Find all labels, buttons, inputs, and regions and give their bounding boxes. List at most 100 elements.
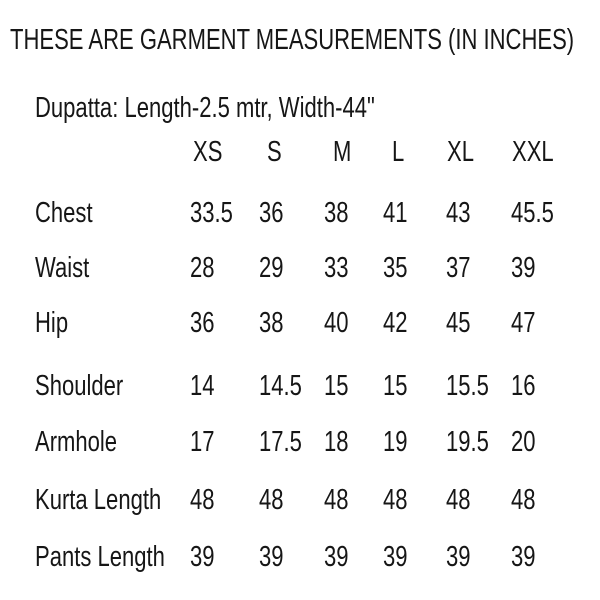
cell-value: 33.5: [190, 199, 246, 228]
row-label-text: Chest: [35, 197, 93, 229]
cell-value-text: 42: [383, 307, 408, 339]
size-col-header-xs-text: XS: [193, 136, 223, 168]
cell-value-text: 14: [190, 370, 215, 402]
cell-value-text: 39: [446, 541, 471, 573]
cell-value: 42: [383, 309, 415, 338]
cell-value: 19.5: [446, 428, 502, 457]
cell-value-text: 36: [259, 197, 284, 229]
cell-value: 15: [383, 372, 415, 401]
cell-value: 40: [324, 309, 356, 338]
cell-value-text: 41: [383, 197, 408, 229]
cell-value-text: 15: [383, 370, 408, 402]
size-col-header-xxl-text: XXL: [512, 136, 554, 168]
cell-value: 39: [446, 543, 478, 572]
cell-value: 15.5: [446, 372, 502, 401]
cell-value: 39: [511, 254, 543, 283]
cell-value-text: 39: [190, 541, 215, 573]
size-col-header-xxl: XXL: [512, 138, 567, 167]
cell-value-text: 48: [446, 484, 471, 516]
row-label: Shoulder: [35, 372, 151, 401]
cell-value-text: 40: [324, 307, 349, 339]
size-col-header-l-text: L: [392, 136, 405, 168]
size-col-header-m-text: M: [333, 136, 352, 168]
cell-value: 20: [511, 428, 543, 457]
cell-value: 39: [259, 543, 291, 572]
size-col-header-xl-text: XL: [447, 136, 474, 168]
cell-value-text: 39: [383, 541, 408, 573]
cell-value-text: 19.5: [446, 426, 489, 458]
cell-value-text: 29: [259, 252, 284, 284]
row-label: Waist: [35, 254, 106, 283]
cell-value-text: 15: [324, 370, 349, 402]
cell-value-text: 28: [190, 252, 215, 284]
cell-value: 39: [190, 543, 222, 572]
cell-value: 38: [324, 199, 356, 228]
dupatta-note: Dupatta: Length-2.5 mtr, Width-44": [35, 94, 482, 123]
cell-value-text: 45.5: [511, 197, 554, 229]
cell-value: 19: [383, 428, 415, 457]
cell-value: 48: [324, 486, 356, 515]
cell-value: 17: [190, 428, 222, 457]
row-label: Kurta Length: [35, 486, 201, 515]
size-col-header-l: L: [392, 138, 408, 167]
cell-value: 39: [383, 543, 415, 572]
cell-value-text: 48: [511, 484, 536, 516]
dupatta-note-text: Dupatta: Length-2.5 mtr, Width-44": [35, 92, 375, 124]
cell-value: 28: [190, 254, 222, 283]
cell-value-text: 16: [511, 370, 536, 402]
cell-value: 45: [446, 309, 478, 338]
size-col-header-m: M: [333, 138, 357, 167]
cell-value-text: 45: [446, 307, 471, 339]
cell-value: 41: [383, 199, 415, 228]
cell-value-text: 38: [259, 307, 284, 339]
cell-value-text: 48: [259, 484, 284, 516]
cell-value: 45.5: [511, 199, 567, 228]
cell-value: 48: [190, 486, 222, 515]
cell-value: 29: [259, 254, 291, 283]
cell-value-text: 14.5: [259, 370, 302, 402]
cell-value-text: 43: [446, 197, 471, 229]
cell-value: 17.5: [259, 428, 315, 457]
cell-value-text: 38: [324, 197, 349, 229]
cell-value-text: 33.5: [190, 197, 233, 229]
cell-value: 39: [324, 543, 356, 572]
size-col-header-s: S: [267, 138, 286, 167]
cell-value-text: 35: [383, 252, 408, 284]
cell-value-text: 48: [324, 484, 349, 516]
row-label: Armhole: [35, 428, 143, 457]
cell-value: 18: [324, 428, 356, 457]
cell-value-text: 17.5: [259, 426, 302, 458]
page-title: THESE ARE GARMENT MEASUREMENTS (IN INCHE…: [10, 26, 600, 55]
cell-value: 14: [190, 372, 222, 401]
cell-value-text: 20: [511, 426, 536, 458]
cell-value-text: 39: [511, 541, 536, 573]
cell-value: 15: [324, 372, 356, 401]
cell-value: 33: [324, 254, 356, 283]
cell-value: 36: [190, 309, 222, 338]
cell-value: 43: [446, 199, 478, 228]
cell-value-text: 48: [383, 484, 408, 516]
size-col-header-xs: XS: [193, 138, 232, 167]
cell-value-text: 39: [511, 252, 536, 284]
cell-value-text: 18: [324, 426, 349, 458]
row-label-text: Hip: [35, 307, 69, 339]
cell-value-text: 15.5: [446, 370, 489, 402]
cell-value: 35: [383, 254, 415, 283]
cell-value: 36: [259, 199, 291, 228]
cell-value: 38: [259, 309, 291, 338]
row-label: Pants Length: [35, 543, 206, 572]
cell-value-text: 39: [259, 541, 284, 573]
cell-value: 47: [511, 309, 543, 338]
page-title-text: THESE ARE GARMENT MEASUREMENTS (IN INCHE…: [10, 24, 575, 56]
cell-value: 48: [259, 486, 291, 515]
cell-value: 39: [511, 543, 543, 572]
row-label-text: Pants Length: [35, 541, 165, 573]
size-col-header-xl: XL: [447, 138, 482, 167]
cell-value-text: 48: [190, 484, 215, 516]
row-label-text: Waist: [35, 252, 90, 284]
row-label-text: Armhole: [35, 426, 118, 458]
size-col-header-s-text: S: [267, 136, 282, 168]
cell-value-text: 47: [511, 307, 536, 339]
row-label-text: Shoulder: [35, 370, 124, 402]
